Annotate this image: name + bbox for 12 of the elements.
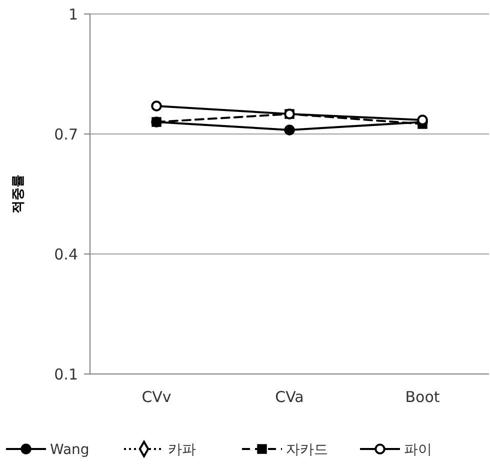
- y-tick-label: 0.7: [54, 125, 78, 144]
- y-tick-label: 1: [68, 5, 78, 24]
- x-tick-label: CVv: [142, 388, 172, 406]
- y-tick-label: 0.4: [54, 245, 78, 264]
- y-axis-title: 적중률: [11, 174, 26, 214]
- x-tick-label: Boot: [405, 388, 440, 406]
- x-tick-label: CVa: [275, 388, 304, 406]
- legend-label: 자카드: [286, 442, 328, 458]
- y-tick-label: 0.1: [54, 365, 78, 384]
- legend-label: 카파: [168, 442, 196, 458]
- legend-label: 파이: [404, 442, 432, 458]
- legend-label: Wang: [50, 442, 90, 458]
